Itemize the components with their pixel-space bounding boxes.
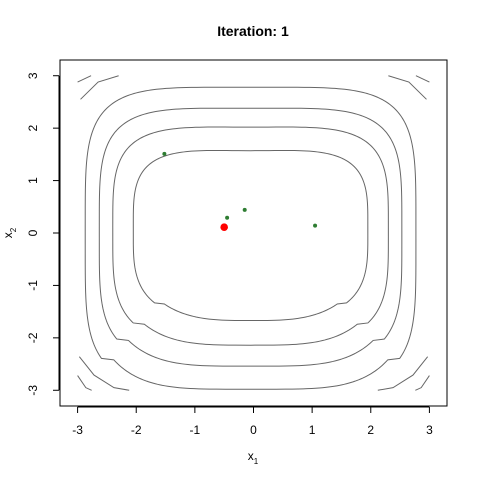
x-axis-tick-label: -3 (72, 423, 83, 437)
x-axis-tick-label: -1 (190, 423, 201, 437)
y-axis-tick-label: -3 (26, 385, 40, 396)
contour-line (84, 86, 417, 390)
plot-frame (59, 59, 448, 407)
x-axis-label-base: x (248, 449, 254, 463)
contour-line (98, 107, 403, 367)
contour-line (80, 75, 119, 100)
x-axis-tick-label: 0 (250, 423, 257, 437)
x-axis-label-subscript: 1 (254, 457, 259, 466)
y-axis-tick-label: 2 (26, 124, 40, 131)
candidate-point (242, 207, 247, 212)
y-axis-label-subscript: 2 (9, 227, 18, 232)
point-layer (162, 151, 318, 232)
candidate-point (162, 151, 167, 156)
contour-layer (77, 75, 430, 391)
y-axis-tick-label: -1 (26, 280, 40, 291)
chart-title: Iteration: 1 (217, 23, 289, 39)
contour-line (77, 75, 92, 83)
x-axis-tick-label: 1 (309, 423, 316, 437)
contour-line (415, 375, 430, 391)
candidate-point (313, 223, 318, 228)
contour-line (415, 75, 430, 83)
contour-line (77, 375, 92, 391)
y-axis-tick-label: 1 (26, 177, 40, 184)
current-point (220, 223, 228, 232)
contour-line (112, 126, 389, 346)
x-axis-tick-label: 2 (367, 423, 374, 437)
contour-line (388, 75, 427, 100)
y-axis-tick-label: 0 (26, 229, 40, 236)
y-axis: -3 -2 -1 0 1 2 3 (26, 72, 60, 396)
x-axis-label: x1 (248, 449, 259, 466)
y-axis-tick-label: -2 (26, 332, 40, 343)
contour-line (78, 356, 130, 391)
x-axis-tick-label: -2 (131, 423, 142, 437)
contour-line (132, 149, 369, 322)
contour-line (377, 356, 429, 391)
y-axis-label: x2 (1, 227, 18, 238)
candidate-point (225, 215, 230, 220)
y-axis-label-base: x (1, 232, 15, 238)
x-axis-tick-label: 3 (426, 423, 433, 437)
y-axis-tick-label: 3 (26, 72, 40, 79)
x-axis: -3 -2 -1 0 1 2 3 (72, 406, 433, 437)
